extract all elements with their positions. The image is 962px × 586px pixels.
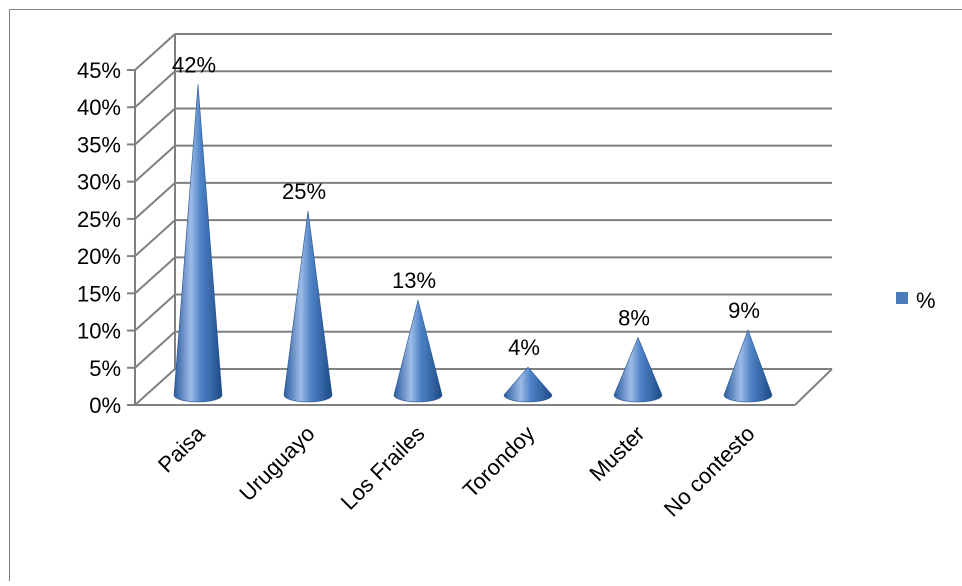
y-tick-label: 10% (77, 319, 121, 344)
data-label: 4% (508, 335, 540, 360)
data-labels: 42% 25% 13% 4% 8% 9% (172, 52, 760, 360)
x-tick-label: Uruguayo (234, 421, 319, 506)
x-tick-label: No contesto (659, 421, 760, 522)
bar-cone (613, 336, 663, 403)
data-label: 9% (728, 298, 760, 323)
gridline-depth (134, 144, 176, 183)
bar-cone (393, 300, 443, 403)
y-tick-label: 0% (89, 393, 121, 418)
y-tick-label: 40% (77, 95, 121, 120)
gridline-depth (134, 331, 176, 369)
data-label: 25% (282, 179, 326, 204)
series-cones (173, 84, 773, 403)
grid (134, 33, 833, 406)
data-label: 8% (618, 305, 650, 330)
y-tick-label: 30% (77, 170, 121, 195)
cone-shape (613, 336, 663, 403)
cone-shape (723, 329, 773, 403)
x-tick-label: Torondoy (458, 421, 540, 503)
chart-border-top (9, 9, 962, 10)
x-tick-label: Muster (584, 421, 649, 486)
y-tick-label: 20% (77, 244, 121, 269)
legend-label: % (916, 288, 936, 313)
legend-swatch (896, 292, 908, 304)
x-tick-label: Paisa (153, 420, 210, 477)
bar-cone (503, 366, 553, 403)
gridline-depth (134, 182, 176, 220)
y-tick-label: 5% (89, 356, 121, 381)
y-tick-label: 25% (77, 207, 121, 232)
y-axis: 0% 5% 10% 15% 20% 25% 30% 35% 40% 45% (77, 58, 135, 418)
cone-shape (393, 300, 443, 403)
cone-shape (283, 210, 333, 403)
data-label: 13% (392, 268, 436, 293)
bar-cone (723, 329, 773, 403)
gridline-depth (134, 33, 176, 71)
data-label: 42% (172, 52, 216, 77)
legend: % (896, 288, 936, 313)
y-tick-label: 45% (77, 58, 121, 83)
gridline-depth (134, 368, 176, 406)
gridline-depth (134, 256, 176, 295)
gridline-depth (134, 70, 176, 108)
bar-cone (283, 210, 333, 403)
floor-right-edge (794, 368, 833, 406)
y-tick-label: 15% (77, 281, 121, 306)
gridline-depth (134, 219, 176, 257)
chart-border-left (9, 9, 10, 581)
gridline-depth (134, 293, 176, 332)
cone-shape (173, 84, 223, 403)
x-tick-label: Los Frailes (336, 421, 430, 515)
bar-cone (173, 84, 223, 403)
x-axis: Paisa Uruguayo Los Frailes Torondoy Muster No… (153, 420, 760, 521)
y-tick-label: 35% (77, 132, 121, 157)
gridline-depth (134, 107, 176, 146)
cone-shape (503, 366, 553, 403)
